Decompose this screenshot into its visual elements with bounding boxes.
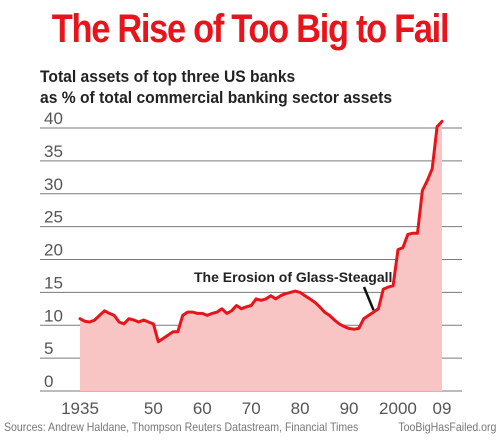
- x-tick-label: 1935: [61, 399, 99, 418]
- y-tick-label: 10: [44, 306, 63, 325]
- x-tick-label: 80: [291, 399, 310, 418]
- y-tick-label: 40: [44, 109, 63, 128]
- x-axis-ticks: 1935 50 60 70 80 90 2000 09: [61, 399, 451, 418]
- y-tick-label: 25: [44, 208, 63, 227]
- x-tick-label: 2000: [379, 399, 417, 418]
- x-tick-label: 09: [433, 399, 452, 418]
- chart-subtitle: Total assets of top three US banks as % …: [40, 66, 392, 108]
- series-line: [78, 119, 444, 344]
- annotation-label: The Erosion of Glass-Steagall: [194, 269, 392, 285]
- chart-title: The Rise of Too Big to Fail: [51, 7, 450, 51]
- website-label: TooBigHasFailed.org: [397, 420, 496, 434]
- y-tick-label: 30: [44, 175, 63, 194]
- x-tick-label: 90: [340, 399, 359, 418]
- series-area: [80, 121, 442, 392]
- y-tick-label: 20: [44, 241, 63, 260]
- subtitle-line-2: as % of total commercial banking sector …: [40, 88, 393, 107]
- y-axis-ticks: 0 5 10 15 20 25 30 35 40: [44, 109, 63, 391]
- annotation-pointer: [362, 286, 375, 311]
- x-tick-label: 50: [144, 399, 163, 418]
- x-tick-label: 70: [242, 399, 261, 418]
- area-fill: [80, 121, 442, 392]
- y-tick-label: 0: [44, 372, 53, 391]
- series-line-path: [78, 119, 444, 344]
- sources-note: Sources: Andrew Haldane, Thompson Reuter…: [4, 420, 359, 434]
- annotation: The Erosion of Glass-Steagall: [194, 269, 392, 311]
- y-tick-label: 35: [44, 142, 63, 161]
- y-tick-label: 5: [44, 339, 53, 358]
- subtitle-line-1: Total assets of top three US banks: [40, 67, 296, 86]
- x-tick-label: 60: [193, 399, 212, 418]
- y-tick-label: 15: [44, 273, 63, 292]
